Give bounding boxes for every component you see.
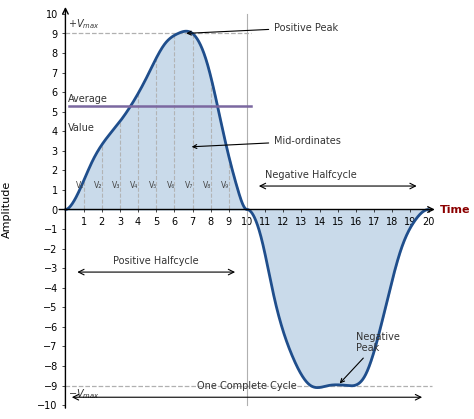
Text: $+V_{max}$: $+V_{max}$ [68, 17, 100, 31]
Text: One Complete Cycle: One Complete Cycle [197, 381, 297, 391]
Text: V₉: V₉ [221, 181, 229, 190]
Text: V₆: V₆ [167, 181, 175, 190]
Text: V₃: V₃ [112, 181, 121, 190]
Text: V₈: V₈ [203, 181, 211, 190]
Text: Positive Halfcycle: Positive Halfcycle [113, 256, 199, 266]
Text: V₅: V₅ [148, 181, 157, 190]
Text: $-V_{max}$: $-V_{max}$ [68, 388, 100, 401]
Text: Negative Halfcycle: Negative Halfcycle [264, 170, 356, 180]
Text: Value: Value [68, 124, 95, 134]
Text: V₇: V₇ [185, 181, 193, 190]
Text: Positive Peak: Positive Peak [187, 23, 338, 35]
Text: Mid-ordinates: Mid-ordinates [193, 136, 341, 148]
Text: Negative
Peak: Negative Peak [340, 332, 400, 383]
Text: V₄: V₄ [130, 181, 139, 190]
Text: Average: Average [68, 94, 108, 104]
Text: V₁: V₁ [76, 181, 84, 190]
Text: V₂: V₂ [94, 181, 102, 190]
Text: Time: Time [439, 204, 470, 215]
Y-axis label: Amplitude: Amplitude [2, 181, 12, 238]
